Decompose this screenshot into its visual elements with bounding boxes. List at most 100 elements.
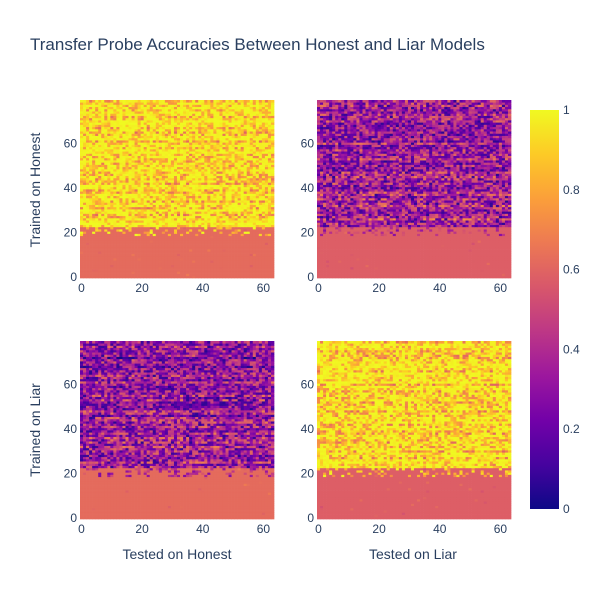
heatmap-cell [192,236,195,239]
heatmap-cell [201,262,204,265]
heatmap-cell [138,207,141,210]
heatmap-cell [222,133,225,136]
heatmap-cell [186,151,189,154]
heatmap-cell [83,234,86,237]
heatmap-cell [141,198,144,201]
heatmap-cell [159,129,162,132]
heatmap-cell [180,258,183,261]
heatmap-cell [216,165,219,168]
heatmap-cell [180,254,183,257]
heatmap-cell [256,124,259,127]
heatmap-cell [144,127,147,130]
heatmap-cell [192,262,195,265]
heatmap-cell [98,218,101,221]
heatmap-cell [213,251,216,254]
heatmap-cell [144,165,147,168]
heatmap-cell [247,109,250,112]
heatmap-cell [171,220,174,223]
heatmap-cell [195,274,198,277]
heatmap-cell [98,142,101,145]
heatmap-cell [144,147,147,150]
heatmap-cell [153,145,156,148]
heatmap-cell [168,131,171,134]
heatmap-cell [101,131,104,134]
heatmap-cell [189,222,192,225]
heatmap-cell [147,129,150,132]
heatmap-cell [259,216,262,219]
heatmap-cell [156,229,159,232]
heatmap-cell [222,167,225,170]
heatmap-cell [210,198,213,201]
heatmap-cell [110,267,113,270]
heatmap-cell [162,234,165,237]
heatmap-cell [129,236,132,239]
heatmap-cell [135,191,138,194]
heatmap-cell [195,167,198,170]
heatmap-cell [119,254,122,257]
heatmap-cell [174,149,177,152]
heatmap-cell [210,196,213,199]
heatmap-cell [141,171,144,174]
heatmap-cell [125,131,128,134]
heatmap-cell [213,240,216,243]
heatmap-cell [183,178,186,181]
heatmap-cell [80,133,83,136]
heatmap-cell [116,271,119,274]
heatmap-cell [226,269,229,272]
heatmap-cell [89,236,92,239]
heatmap-cell [189,231,192,234]
heatmap-cell [183,142,186,145]
heatmap-cell [165,200,168,203]
heatmap-cell [165,104,168,107]
heatmap-cell [177,276,180,279]
heatmap-cell [201,173,204,176]
heatmap-cell [116,118,119,121]
heatmap-cell [165,167,168,170]
heatmap-cell [116,156,119,159]
heatmap-cell [229,138,232,141]
heatmap-cell [168,231,171,234]
heatmap-cell [204,271,207,274]
heatmap-cell [141,178,144,181]
heatmap-cell [271,193,274,196]
heatmap-cell [138,142,141,145]
heatmap-cell [104,140,107,143]
heatmap-cell [101,222,104,225]
heatmap-cell [141,229,144,232]
heatmap-cell [226,262,229,265]
heatmap-cell [177,149,180,152]
heatmap-cell [186,249,189,252]
heatmap-cell [83,107,86,110]
heatmap-cell [268,136,271,139]
heatmap-cell [241,176,244,179]
heatmap-cell [250,269,253,272]
heatmap-cell [204,151,207,154]
heatmap-cell [268,111,271,114]
heatmap-cell [247,187,250,190]
heatmap-cell [83,147,86,150]
heatmap-cell [226,113,229,116]
heatmap-cell [138,118,141,121]
heatmap-cell [180,136,183,139]
heatmap-cell [132,254,135,257]
heatmap-cell [222,145,225,148]
heatmap-cell [268,147,271,150]
heatmap-cell [159,262,162,265]
heatmap-cell [122,227,125,230]
heatmap-cell [262,133,265,136]
heatmap-cell [168,256,171,259]
heatmap-cell [156,231,159,234]
heatmap-cell [259,254,262,257]
heatmap-cell [180,265,183,268]
heatmap-cell [262,109,265,112]
heatmap-cell [229,120,232,123]
heatmap-cell [229,276,232,279]
heatmap-cell [244,176,247,179]
heatmap-cell [107,162,110,165]
heatmap-cell [116,149,119,152]
heatmap-cell [86,222,89,225]
heatmap-cell [268,165,271,168]
heatmap-cell [92,149,95,152]
heatmap-cell [104,256,107,259]
heatmap-cell [259,265,262,268]
